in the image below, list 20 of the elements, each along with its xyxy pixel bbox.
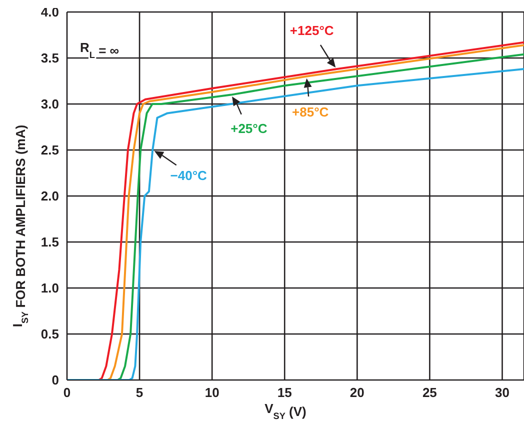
x-tick-label: 15 xyxy=(277,385,292,400)
series-label: −40°C xyxy=(170,168,208,183)
x-axis-title: V$_{SY}$ (V) xyxy=(264,401,306,421)
series-label: +85°C xyxy=(292,104,330,120)
y-tick-label: 1.5 xyxy=(40,234,59,250)
text: +125°C xyxy=(290,23,334,38)
y-tick-label: 2.5 xyxy=(40,142,59,158)
y-tick-label: 3.5 xyxy=(40,50,59,66)
x-tick-label: 5 xyxy=(136,385,144,400)
x-tick-label: 0 xyxy=(63,385,71,400)
series-label: +25°C xyxy=(230,120,268,136)
x-tick-label: 30 xyxy=(495,385,510,400)
x-tick-label: 25 xyxy=(422,385,437,400)
y-tick-label: 0 xyxy=(52,372,59,388)
x-tick-label: 20 xyxy=(350,385,364,400)
y-tick-label: 0.5 xyxy=(40,326,59,342)
x-tick-label: 10 xyxy=(204,385,220,400)
y-tick-label: 2.0 xyxy=(40,188,59,204)
y-tick-label: 1.0 xyxy=(40,280,59,296)
y-tick-label: 3.0 xyxy=(40,96,59,112)
